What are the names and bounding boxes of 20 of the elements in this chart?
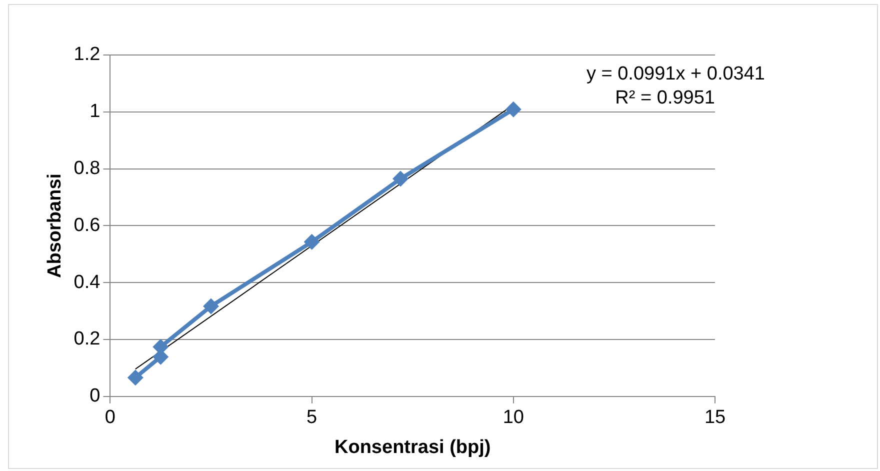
x-tick-label: 10 (502, 407, 524, 428)
y-tick-label: 0.2 (74, 328, 100, 350)
annotation: y = 0.0991x + 0.0341 (586, 64, 765, 85)
annotation: R² = 0.9951 (615, 88, 715, 109)
x-tick-label: 5 (306, 407, 318, 428)
y-tick-label: 1 (90, 101, 100, 122)
y-tick-label: 0.8 (74, 158, 100, 180)
point (127, 370, 144, 386)
point (203, 298, 220, 314)
y-tick-label: 0.6 (74, 214, 100, 236)
point (304, 234, 320, 250)
x-axis-title: Konsentrasi (bpj) (334, 436, 491, 458)
point (505, 101, 522, 118)
point (392, 170, 409, 187)
y-tick-label: 1.2 (74, 44, 100, 66)
x-tick-label: 15 (704, 407, 726, 428)
y-tick-label: 0 (90, 386, 100, 407)
x-tick-label: 0 (104, 407, 116, 428)
y-axis-title: Absorbansi (44, 173, 66, 278)
y-tick-label: 0.4 (74, 272, 101, 293)
